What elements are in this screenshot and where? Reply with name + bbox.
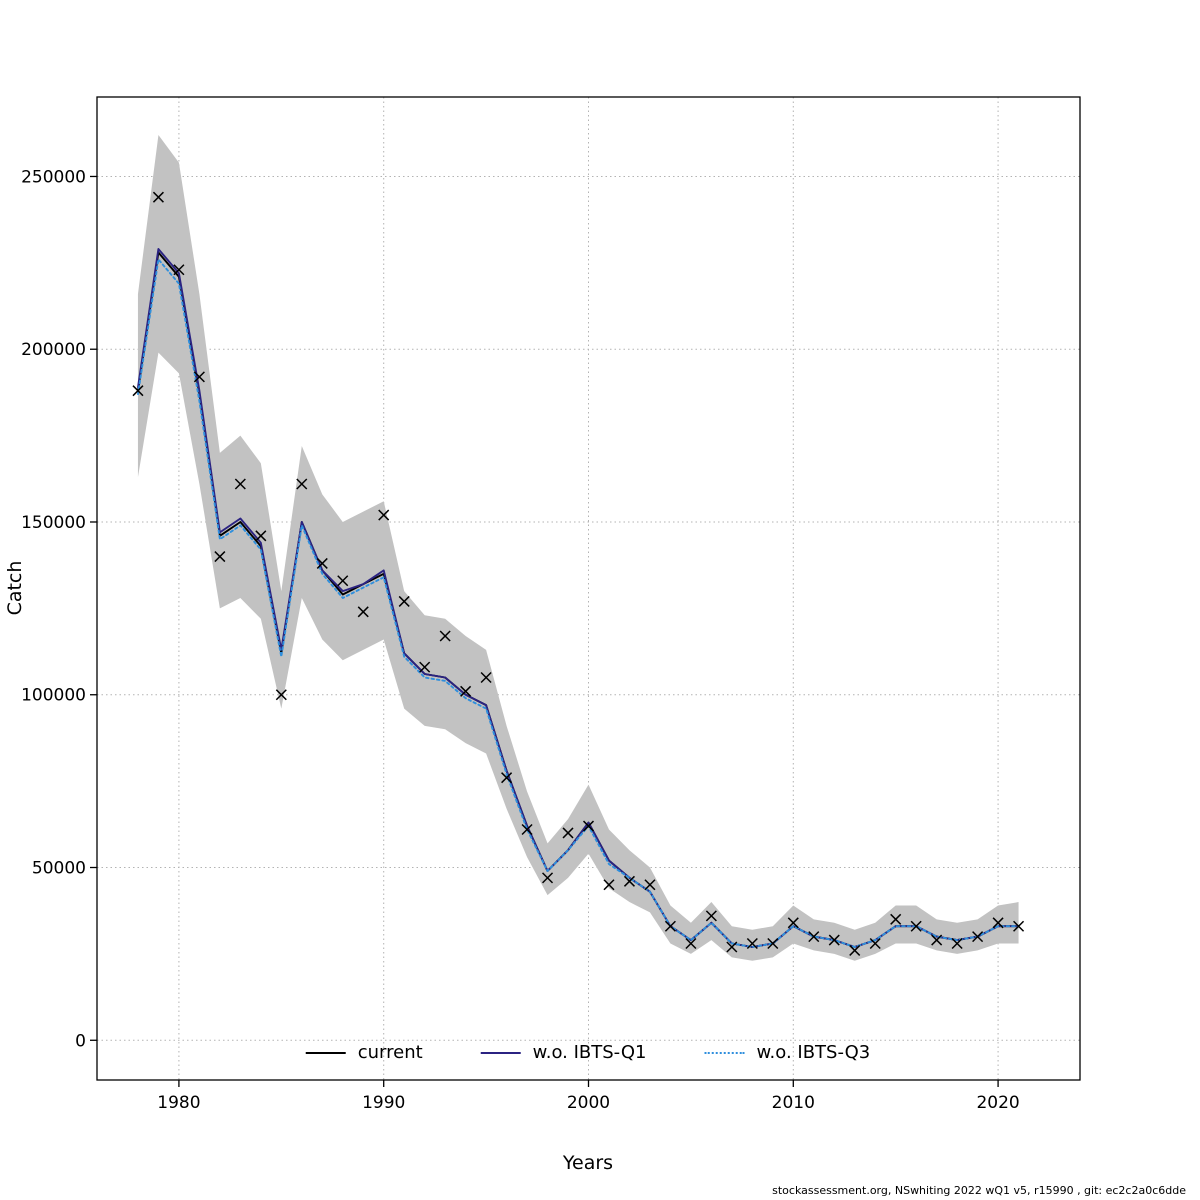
- x-axis-label: Years: [562, 1152, 614, 1174]
- wo-ibts-q1-line-swatch: [480, 1051, 521, 1054]
- legend-label-wo-ibts-q1: w.o. IBTS-Q1: [532, 1042, 647, 1063]
- svg-text:1980: 1980: [157, 1093, 200, 1113]
- svg-text:2000: 2000: [567, 1093, 610, 1113]
- svg-text:250000: 250000: [21, 167, 86, 187]
- legend-item-current: current: [305, 1042, 423, 1063]
- svg-text:50000: 50000: [32, 859, 86, 879]
- svg-text:0: 0: [75, 1031, 86, 1051]
- svg-text:150000: 150000: [21, 513, 86, 533]
- legend-item-wo-ibts-q3: w.o. IBTS-Q3: [704, 1042, 870, 1063]
- y-axis-label: Catch: [4, 560, 26, 616]
- svg-text:2020: 2020: [976, 1093, 1019, 1113]
- svg-text:200000: 200000: [21, 340, 86, 360]
- legend-item-wo-ibts-q1: w.o. IBTS-Q1: [480, 1042, 647, 1063]
- attribution-text: stockassessment.org, NSwhiting 2022 wQ1 …: [772, 1184, 1186, 1197]
- legend: current w.o. IBTS-Q1 w.o. IBTS-Q3: [305, 1042, 870, 1063]
- svg-text:2010: 2010: [772, 1093, 815, 1113]
- current-line-swatch: [305, 1051, 346, 1054]
- svg-text:1990: 1990: [362, 1093, 405, 1113]
- legend-label-current: current: [357, 1042, 423, 1063]
- svg-text:100000: 100000: [21, 686, 86, 706]
- wo-ibts-q3-line-swatch: [704, 1051, 745, 1054]
- legend-label-wo-ibts-q3: w.o. IBTS-Q3: [756, 1042, 871, 1063]
